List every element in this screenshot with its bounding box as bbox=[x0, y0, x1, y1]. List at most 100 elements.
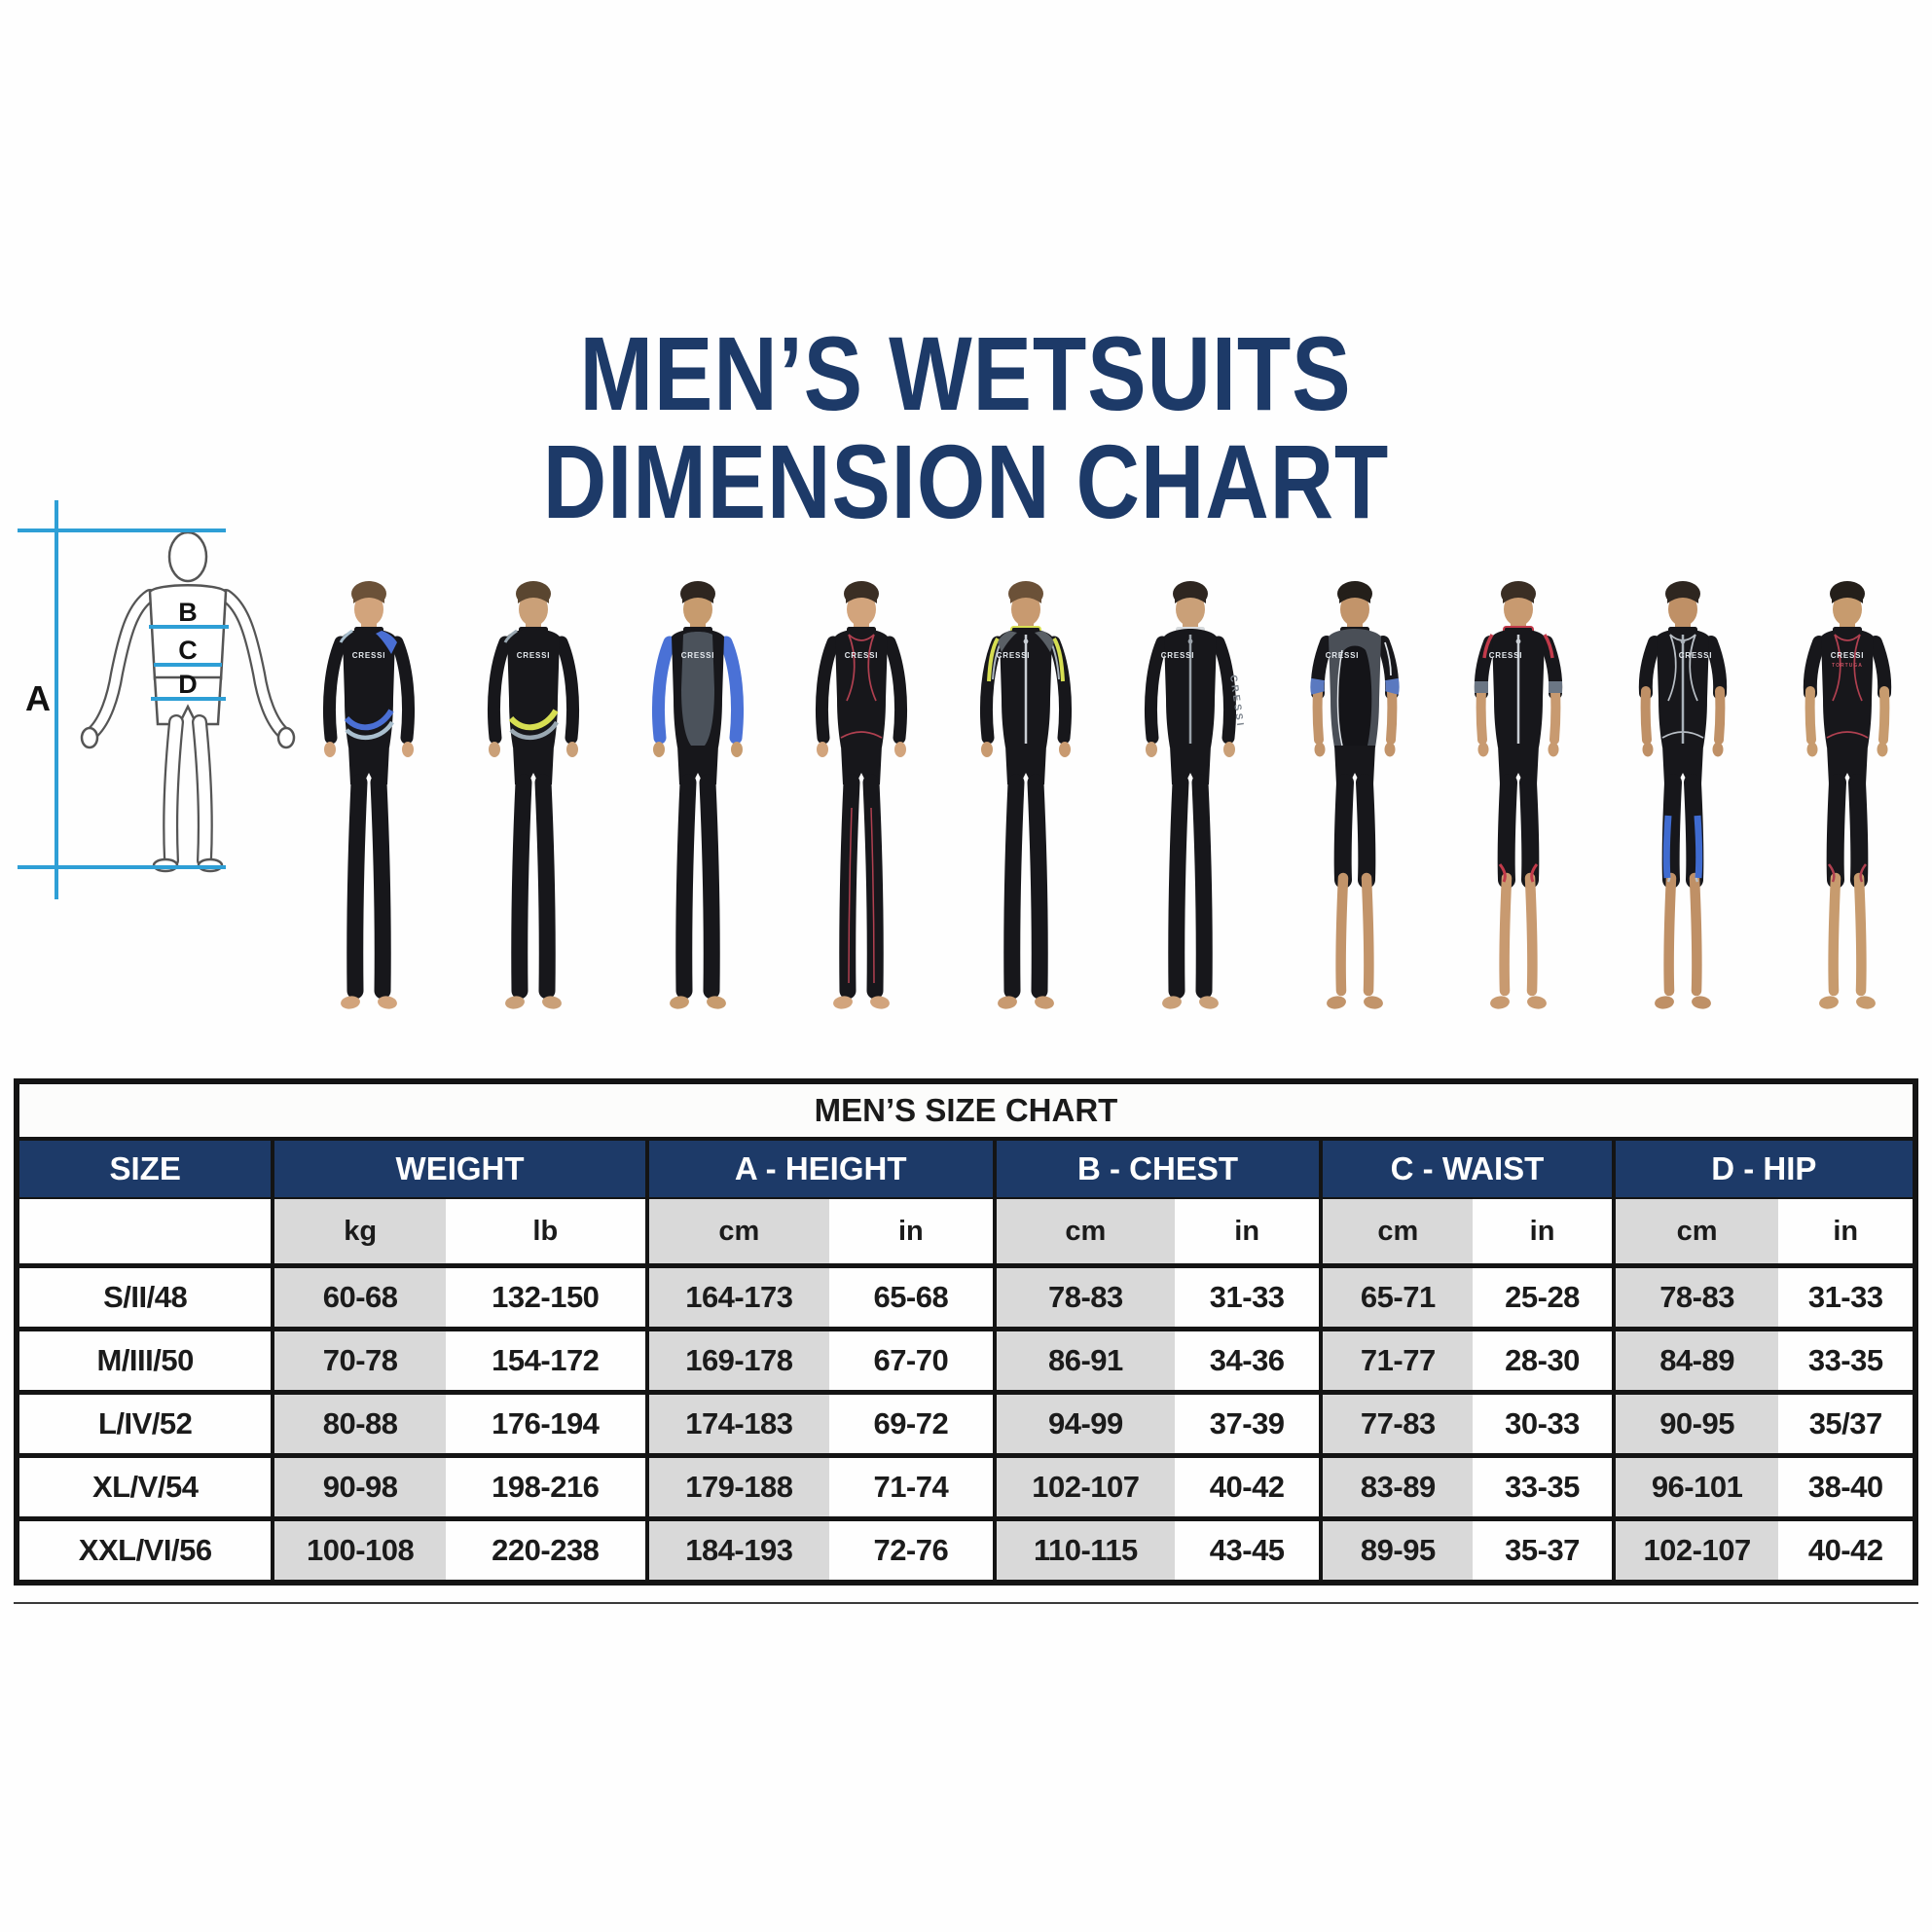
suit-shorts-legs bbox=[1333, 774, 1375, 997]
front-zipper bbox=[1023, 635, 1029, 744]
suit-legs bbox=[674, 774, 720, 1000]
value-cell: 35-37 bbox=[1505, 1533, 1580, 1567]
value-cell: 176-194 bbox=[492, 1406, 600, 1440]
brand-logo: CRESSI bbox=[1489, 651, 1523, 660]
brand-logo: CRESSI bbox=[352, 651, 386, 660]
model-feet bbox=[1161, 996, 1219, 1009]
unit-cell: lb bbox=[532, 1215, 559, 1247]
model-feet bbox=[1326, 996, 1383, 1009]
suit-accents bbox=[503, 629, 559, 741]
size-cell: M/III/50 bbox=[96, 1343, 195, 1377]
header-a-height: A - HEIGHT bbox=[644, 1139, 995, 1199]
header-d-hip: D - HIP bbox=[1611, 1139, 1915, 1199]
value-cell: 25-28 bbox=[1505, 1280, 1580, 1314]
value-cell: 60-68 bbox=[271, 1265, 446, 1330]
unit-cell: kg bbox=[271, 1198, 446, 1266]
value-cell: 110-115 bbox=[992, 1518, 1176, 1583]
wetsuit-model-4: CRESSI bbox=[816, 581, 908, 1009]
value-cell: 71-77 bbox=[1319, 1329, 1474, 1393]
model-head bbox=[844, 581, 880, 633]
suit-arms bbox=[816, 636, 908, 757]
suit-short-sleeves bbox=[1638, 636, 1728, 757]
suit-accents bbox=[987, 631, 1066, 682]
value-cell: 40-42 bbox=[1209, 1470, 1285, 1504]
brand-logo: CRESSI bbox=[680, 651, 714, 660]
value-cell: 30-33 bbox=[1505, 1406, 1580, 1440]
wetsuit-model-3: CRESSI bbox=[651, 581, 744, 1009]
value-cell: 28-30 bbox=[1505, 1343, 1580, 1377]
value-cell: 96-101 bbox=[1611, 1455, 1779, 1519]
suit-shorts-legs bbox=[1497, 774, 1540, 997]
unit-cell: in bbox=[1234, 1215, 1260, 1247]
label-chest-B: B bbox=[178, 598, 198, 627]
size-cell: XL/V/54 bbox=[91, 1470, 199, 1504]
size-table: MEN’S SIZE CHART SIZE WEIGHT A - HEIGHT B - … bbox=[14, 1078, 1918, 1586]
model-feet bbox=[341, 996, 397, 1009]
value-cell: 33-35 bbox=[1807, 1343, 1883, 1377]
header-size: SIZE bbox=[17, 1139, 273, 1199]
header-b-chest: B - CHEST bbox=[992, 1139, 1322, 1199]
unit-cell: in bbox=[897, 1215, 924, 1247]
model-feet bbox=[669, 996, 726, 1009]
wetsuit-model-8: CRESSI bbox=[1475, 581, 1563, 1009]
value-cell: 72-76 bbox=[873, 1533, 949, 1567]
table-units-row: kg lb cm in cm in cm in cm in bbox=[17, 1198, 1915, 1266]
label-height-A: A bbox=[25, 678, 51, 718]
brand-logo: CRESSI bbox=[516, 651, 550, 660]
model-feet bbox=[1655, 996, 1712, 1009]
brand-logo: CRESSI bbox=[1161, 651, 1195, 660]
brand-logo: CRESSI bbox=[1679, 651, 1713, 660]
value-cell: 174-183 bbox=[644, 1392, 829, 1456]
model-feet bbox=[1490, 996, 1548, 1009]
page-title-line2: DIMENSION CHART bbox=[542, 422, 1390, 541]
table-header-row: SIZE WEIGHT A - HEIGHT B - CHEST C - WAIST D … bbox=[17, 1139, 1915, 1199]
wetsuit-model-9: CRESSI bbox=[1638, 581, 1728, 1009]
size-cell: L/IV/52 bbox=[97, 1406, 193, 1440]
value-cell: 35/37 bbox=[1808, 1406, 1883, 1440]
unit-cell: cm bbox=[1611, 1198, 1779, 1266]
model-feet bbox=[833, 996, 891, 1009]
value-cell: 80-88 bbox=[271, 1392, 446, 1456]
page-title-line1: MEN’S WETSUITS bbox=[580, 314, 1352, 432]
suit-accents bbox=[840, 634, 883, 984]
wetsuit-model-2: CRESSI bbox=[487, 581, 579, 1009]
unit-cell: cm bbox=[644, 1198, 829, 1266]
body-outline bbox=[80, 530, 296, 873]
suit-legs bbox=[839, 774, 885, 1000]
wetsuit-model-10: CRESSI TORTUGA bbox=[1803, 581, 1892, 1009]
value-cell: 33-35 bbox=[1505, 1470, 1580, 1504]
page-title: MEN’S WETSUITS DIMENSION CHART bbox=[0, 314, 1932, 541]
front-zipper bbox=[1515, 635, 1521, 744]
value-cell: 31-33 bbox=[1807, 1280, 1883, 1314]
value-cell: 83-89 bbox=[1319, 1455, 1474, 1519]
value-cell: 90-95 bbox=[1611, 1392, 1779, 1456]
model-head bbox=[1008, 581, 1044, 633]
suit-accents bbox=[339, 629, 397, 741]
value-cell: 220-238 bbox=[492, 1533, 600, 1567]
value-cell: 184-193 bbox=[644, 1518, 829, 1583]
table-row: XL/V/54 90-98 198-216 179-188 71-74 102-107 40… bbox=[17, 1455, 1915, 1519]
suit-short-sleeves bbox=[1803, 636, 1892, 757]
value-cell: 38-40 bbox=[1807, 1470, 1883, 1504]
suit-arms bbox=[1144, 636, 1236, 757]
value-cell: 100-108 bbox=[271, 1518, 446, 1583]
suit-accents bbox=[1475, 634, 1563, 883]
suit-legs bbox=[511, 774, 556, 1000]
suit-legs bbox=[1168, 774, 1213, 1000]
label-waist-C: C bbox=[178, 636, 198, 665]
suit-shorts-legs bbox=[1661, 774, 1704, 997]
brand-logo: CRESSI bbox=[1325, 651, 1359, 660]
table-row: L/IV/52 80-88 176-194 174-183 69-72 94-99 37-3… bbox=[17, 1392, 1915, 1456]
value-cell: 102-107 bbox=[992, 1455, 1176, 1519]
table-row: M/III/50 70-78 154-172 169-178 67-70 86-91 34-… bbox=[17, 1329, 1915, 1393]
suit-accents bbox=[1826, 634, 1869, 883]
value-cell: 78-83 bbox=[992, 1265, 1176, 1330]
size-chart-section: MEN’S SIZE CHART SIZE WEIGHT A - HEIGHT B - … bbox=[14, 1078, 1918, 1586]
suit-legs bbox=[1003, 774, 1048, 1000]
value-cell: 84-89 bbox=[1611, 1329, 1779, 1393]
brand-logo: CRESSI bbox=[1831, 651, 1865, 660]
model-head bbox=[1829, 581, 1865, 633]
model-head bbox=[1501, 581, 1537, 633]
header-c-waist: C - WAIST bbox=[1319, 1139, 1614, 1199]
model-head bbox=[679, 581, 715, 633]
